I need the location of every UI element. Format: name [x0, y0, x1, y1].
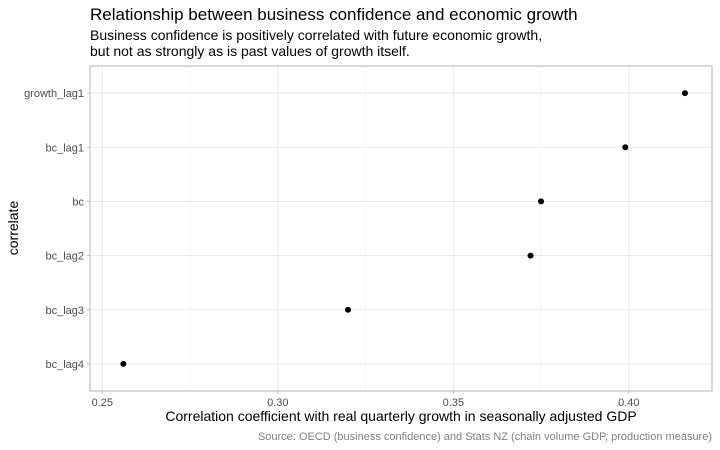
chart-subtitle-line-1: Business confidence is positively correl… — [90, 27, 543, 43]
plot-panel — [90, 66, 712, 391]
x-axis-title: Correlation coefficient with real quarte… — [165, 408, 636, 424]
x-tick-label: 0.40 — [618, 397, 639, 409]
y-tick-label: bc_lag2 — [45, 251, 84, 263]
plot-border — [89, 65, 713, 392]
data-points — [120, 90, 688, 367]
y-tick-label: bc_lag3 — [45, 305, 84, 317]
y-tick-label: bc_lag4 — [45, 359, 84, 371]
chart-subtitle: Business confidence is positively correl… — [90, 27, 542, 59]
y-tick-label: growth_lag1 — [24, 88, 84, 100]
x-tick-label: 0.30 — [267, 397, 288, 409]
chart-subtitle-line-2: but not as strongly as is past values of… — [90, 43, 410, 59]
data-point-growth_lag1 — [681, 90, 688, 97]
x-tick-label: 0.35 — [443, 397, 464, 409]
source-caption: Source: OECD (business confidence) and S… — [258, 431, 712, 443]
data-point-bc_lag4 — [120, 360, 127, 367]
data-point-bc — [538, 198, 545, 205]
data-point-bc_lag3 — [344, 306, 351, 313]
gridlines — [90, 66, 712, 391]
y-tick-label: bc_lag1 — [45, 142, 84, 154]
y-axis-title: correlate — [5, 201, 21, 256]
x-axis-ticks: 0.25 0.30 0.35 0.40 — [92, 391, 640, 409]
y-tick-label: bc — [72, 196, 84, 208]
data-point-bc_lag2 — [527, 252, 534, 259]
x-tick-label: 0.25 — [92, 397, 113, 409]
data-point-bc_lag1 — [622, 144, 629, 151]
chart-title: Relationship between business confidence… — [90, 5, 578, 24]
